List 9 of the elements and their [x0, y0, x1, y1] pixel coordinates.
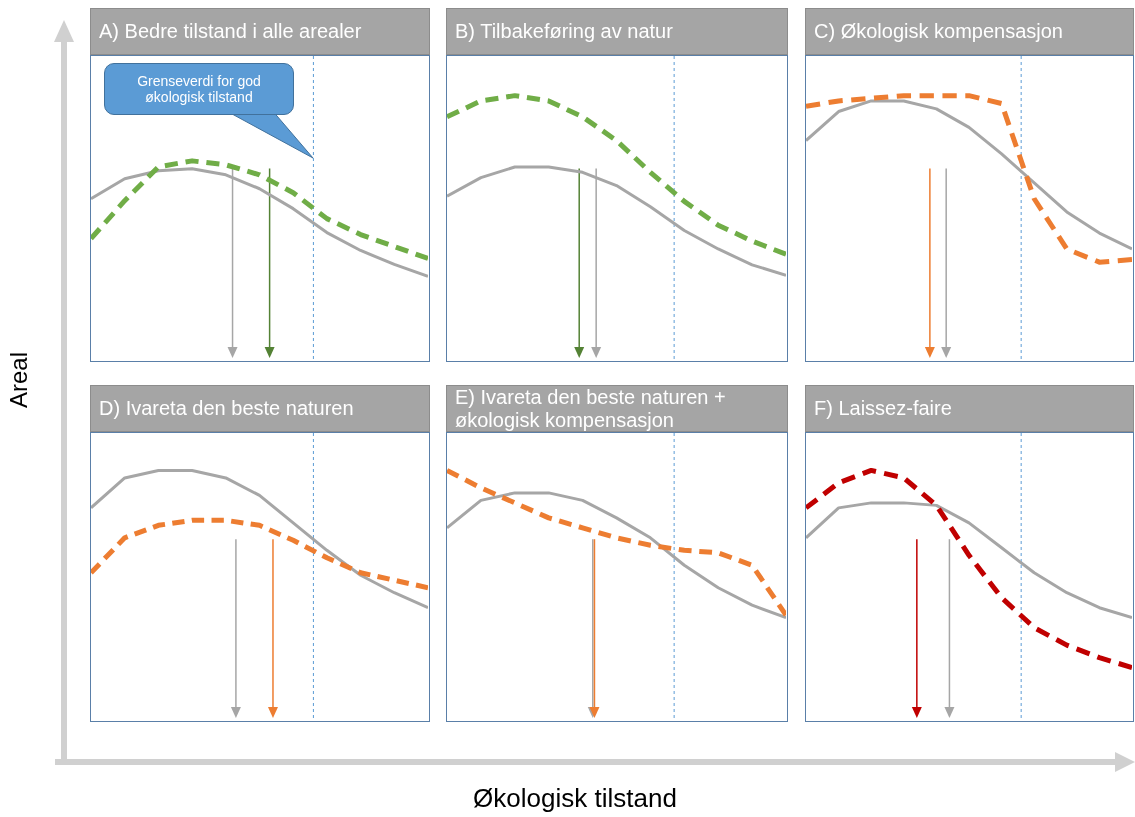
chart-title: F) Laissez-faire — [814, 397, 952, 420]
chart-title: B) Tilbakeføring av natur — [455, 20, 673, 43]
speech-bubble: Grenseverdi for god økologisk tilstand — [104, 63, 315, 159]
x-axis-title: Økologisk tilstand — [472, 783, 678, 814]
chart-title: A) Bedre tilstand i alle arealer — [99, 20, 362, 43]
y-axis-title: Areal — [5, 351, 33, 410]
chart-title: E) Ivareta den beste naturen + økologisk kompensasjon — [455, 385, 727, 432]
chart-title: D) Ivareta den beste naturen — [99, 397, 354, 420]
chart-title: C) Økologisk kompensasjon — [814, 20, 1063, 43]
